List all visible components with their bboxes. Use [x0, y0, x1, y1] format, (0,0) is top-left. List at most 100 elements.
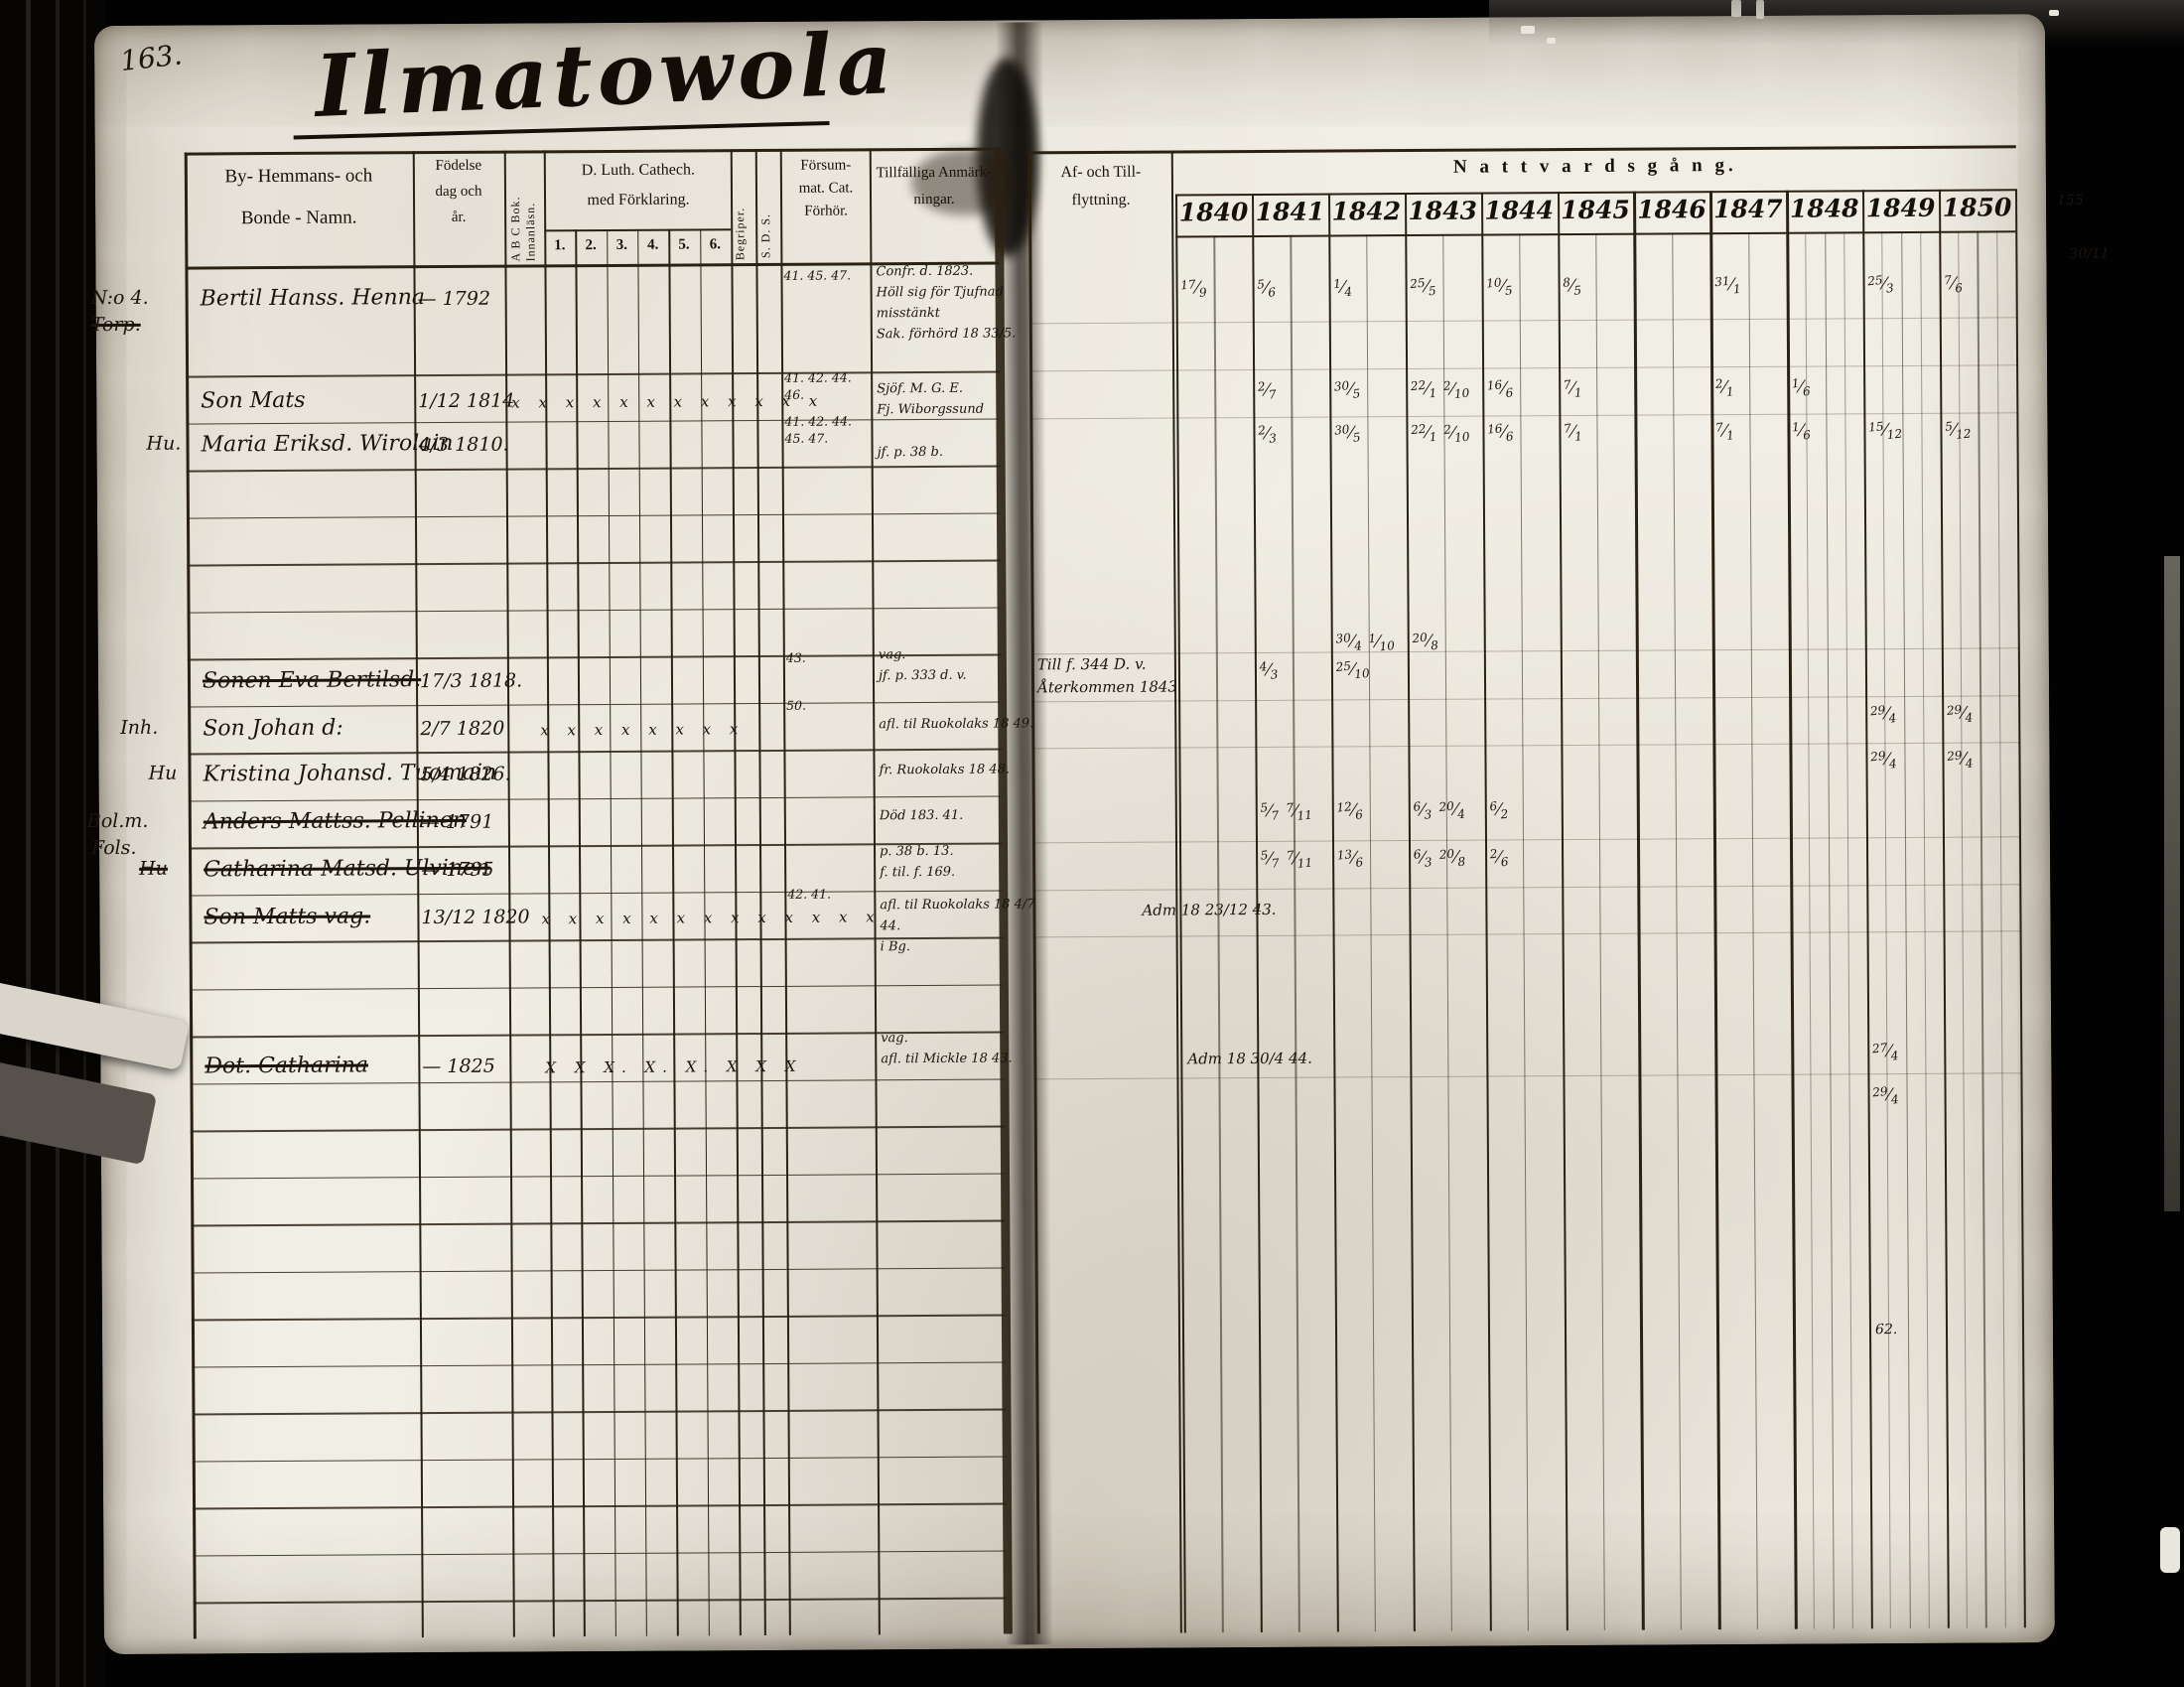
col-header-flyttning-line1: Af- och Till-: [1060, 163, 1142, 182]
migration-note: Adm 18 30/4 44.: [1187, 1049, 1312, 1068]
communion-date: 7⁄1: [1562, 377, 1582, 400]
col-header-forsummat-line2: mat. Cat.: [798, 180, 854, 197]
remark-note: p. 38 b. 13. f. til. f. 169.: [880, 843, 956, 881]
communion-cell: 6⁄320⁄4: [1413, 799, 1472, 822]
communion-date: 1⁄10: [1368, 631, 1396, 654]
communion-cell: 5⁄77⁄11: [1259, 800, 1320, 823]
communion-date: 6⁄2: [1488, 798, 1509, 822]
year-label: 1847: [1712, 194, 1783, 224]
col-header-name: By- Hemmans- och Bonde - Namn.: [190, 155, 409, 239]
remark-note: jf. p. 38 b.: [877, 444, 943, 461]
communion-date: 16⁄6: [1485, 377, 1514, 400]
col-header-name-line2: Bonde - Namn.: [240, 207, 357, 229]
col-header-abc: A B C Bok. Innanläsn.: [508, 196, 538, 262]
col-header-birth-line2: dag och: [435, 183, 482, 201]
communion-cell: 29⁄4: [1946, 748, 1980, 772]
margin-note: Hu: [148, 762, 178, 784]
communion-date: 20⁄8: [1437, 846, 1466, 870]
col-header-birth-line1: Födelse: [435, 157, 482, 175]
cathech-col-number: 2.: [585, 237, 597, 254]
communion-date: 1⁄6: [1791, 375, 1812, 399]
communion-cell: 29⁄4: [1869, 748, 1905, 772]
communion-date: 2⁄7: [1257, 379, 1278, 402]
entry-birthdate: — 1795: [421, 858, 494, 882]
col-header-forsummat-line3: Förhör.: [804, 203, 849, 219]
communion-cell: 27⁄4: [1871, 1040, 1906, 1063]
communion-cell: 5⁄12: [1945, 419, 1979, 442]
entry-name: Bertil Hanss. Henna: [200, 285, 426, 312]
communion-cell: 25⁄10: [1334, 658, 1377, 682]
remark-note: afl. til Ruokolaks 18 4/7 44. i Bg.: [880, 897, 1035, 955]
communion-cell: 30⁄5: [1333, 378, 1368, 401]
communion-cell: 8⁄5: [1562, 275, 1588, 298]
year-label: 1844: [1484, 196, 1555, 225]
communion-cell: 30⁄41⁄10: [1334, 631, 1403, 654]
communion-cell: 7⁄1: [1562, 377, 1589, 400]
margin-note: Hu.: [146, 432, 182, 455]
year-label: 1848: [1789, 194, 1859, 223]
col-header-birth-line3: år.: [451, 209, 467, 225]
entry-birthdate: 4/3 1810.: [418, 433, 509, 457]
forsummat-entry: 50.: [786, 697, 807, 713]
year-label: 1843: [1408, 196, 1478, 226]
communion-date: 22⁄1: [1410, 421, 1437, 445]
year-label: 1842: [1331, 197, 1402, 226]
col-header-sds: S. D. S.: [758, 212, 773, 259]
migration-note: Adm 18 23/12 43.: [1142, 900, 1277, 919]
communion-date: 2⁄1: [1714, 376, 1735, 399]
communion-date: 5⁄7: [1259, 800, 1280, 823]
communion-date: 5⁄6: [1256, 277, 1277, 300]
scan-speck: [2049, 10, 2059, 16]
remark-note: fr. Ruokolaks 18 48.: [879, 762, 1011, 778]
communion-date: 15⁄12: [1867, 419, 1903, 442]
catechism-marks: x x x x x x x x x x x x x: [541, 908, 882, 928]
communion-cell: 17⁄9: [1180, 277, 1215, 300]
remark-note: Sjöf. M. G. E. Fj. Wiborgssund: [877, 380, 985, 418]
scan-speck: [1547, 38, 1556, 44]
remark-note: Confr. d. 1823. Höll sig för Tjufnad mis…: [876, 263, 1017, 343]
communion-date: 5⁄7: [1260, 848, 1281, 871]
margin-note: Hu: [139, 857, 169, 880]
communion-date: 25⁄10: [1334, 658, 1371, 682]
communion-date: 27⁄4: [1871, 1040, 1900, 1063]
remark-note: afl. til Ruokolaks 18 49.: [879, 716, 1034, 733]
communion-date: 29⁄4: [1946, 702, 1974, 726]
communion-date: 29⁄4: [1946, 748, 1975, 772]
col-header-anmarkningar-line2: ningar.: [913, 191, 955, 209]
communion-cell: 22⁄12⁄10: [1410, 378, 1477, 401]
entry-name: Sonen Eva Bertilsd.: [202, 667, 422, 694]
communion-cell: 12⁄6: [1336, 799, 1371, 822]
entry-birthdate: 1/12 1814: [418, 389, 515, 413]
entry-birthdate: 13/12 1820: [421, 906, 530, 929]
communion-cell: 1⁄6: [1791, 375, 1818, 399]
entry-birthdate: 2/7 1820: [420, 717, 505, 741]
communion-date: 7⁄1: [1563, 421, 1583, 444]
margin-note: Inh.: [120, 716, 159, 739]
top-right-gray-wash: [1489, 0, 2184, 46]
cathech-col-number: 1.: [554, 237, 566, 254]
communion-cell: 6⁄2: [1488, 798, 1515, 822]
communion-date: 29⁄4: [1869, 748, 1898, 772]
right-edge-strip: [2164, 556, 2180, 1211]
communion-date: 30⁄4: [1334, 631, 1363, 653]
cathech-col-number: 4.: [647, 236, 659, 253]
top-edge-mark: [1756, 0, 1764, 19]
forsummat-entry: 41. 45. 47.: [783, 267, 852, 283]
entry-name: Son Johan d:: [203, 715, 343, 742]
communion-cell: 29⁄4: [1946, 702, 1980, 726]
communion-cell: 2⁄6: [1489, 847, 1516, 870]
entry-name: Son Mats: [201, 387, 306, 414]
communion-cell: 20⁄8: [1412, 631, 1445, 653]
catechism-marks: x x x x x x x x x x x x: [511, 391, 825, 412]
forsummat-entry: 41. 42. 44. 45. 47.: [784, 413, 853, 446]
edge-scribble: 62.: [1874, 1322, 1898, 1338]
col-header-flyttning-line2: flyttning.: [1071, 191, 1131, 210]
film-streak: [83, 0, 86, 1687]
col-header-anmarkningar: Tillfälliga Anmärk- ningar.: [872, 160, 997, 214]
entry-birthdate: — 1791: [420, 810, 494, 834]
communion-date: 29⁄4: [1871, 1083, 1900, 1107]
entry-birthdate: 17/3 1818.: [419, 669, 523, 693]
book-spread: [93, 14, 2055, 1655]
scan-speck: [1521, 26, 1535, 34]
